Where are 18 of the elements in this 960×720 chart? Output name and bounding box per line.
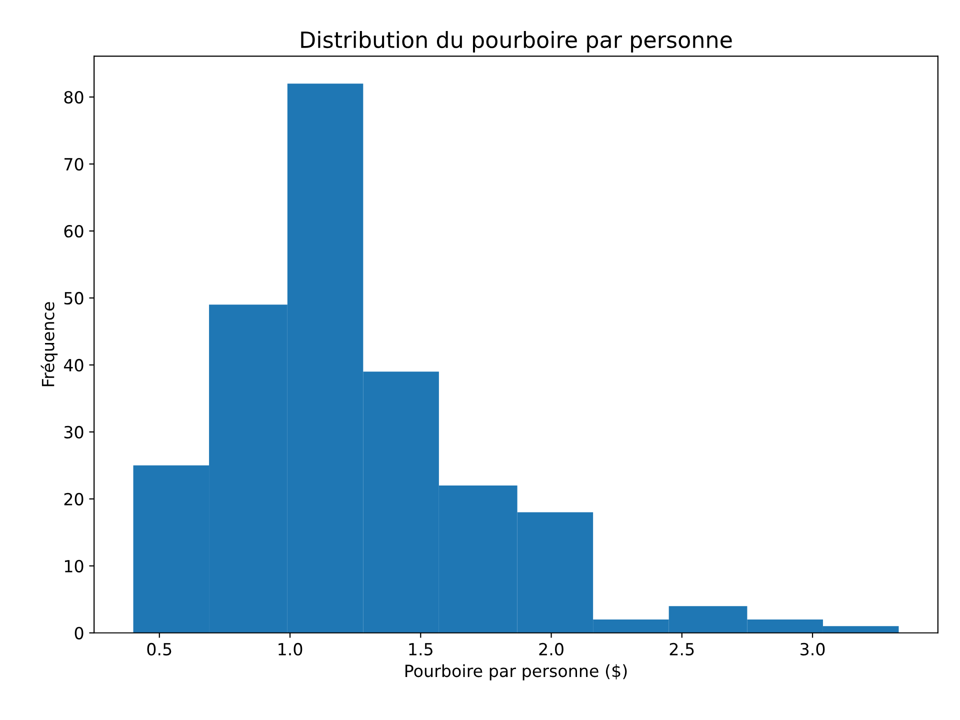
y-tick-label: 60	[64, 224, 84, 238]
x-tick-label: 1.5	[409, 643, 432, 656]
y-tick-label: 30	[64, 426, 84, 438]
y-tick-label: 50	[64, 292, 84, 305]
y-axis-title: Fréquence	[40, 302, 58, 386]
x-tick-label: 2.5	[670, 642, 694, 656]
x-tick-label: 0.5	[147, 642, 172, 656]
y-tick-label: 0	[74, 626, 84, 640]
chart-title: Distribution du pourboire par personne	[301, 30, 732, 52]
y-tick-label: 80	[64, 90, 84, 104]
x-tick-label: 3.0	[800, 642, 825, 656]
y-tick-label: 10	[64, 560, 84, 572]
y-tick-label: 70	[64, 158, 84, 171]
y-tick-label: 20	[64, 492, 84, 506]
x-axis-title: Pourboire par personne ($)	[405, 664, 627, 680]
x-tick-label: 2.0	[539, 642, 564, 656]
y-tick-label: 40	[64, 358, 84, 372]
x-tick-label: 1.0	[278, 642, 302, 656]
